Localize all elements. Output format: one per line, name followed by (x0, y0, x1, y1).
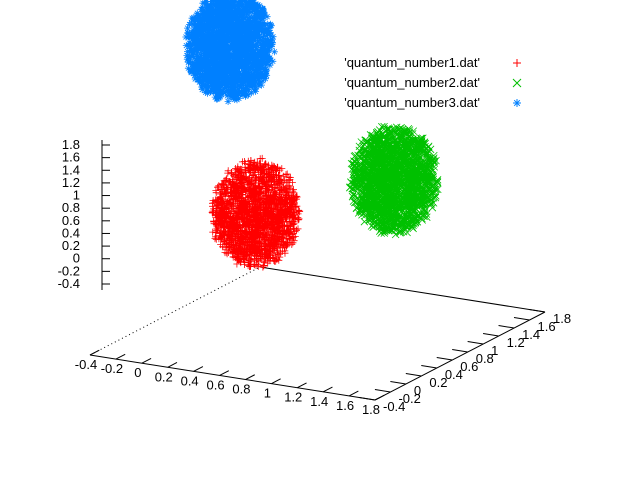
z-tick-label: -0.2 (58, 263, 80, 278)
x-tick (374, 394, 385, 401)
x-tick (271, 378, 281, 385)
y-tick (405, 373, 422, 377)
x-tick-label: 1.8 (362, 402, 380, 417)
y-tick (483, 333, 499, 337)
legend-marker (513, 59, 521, 67)
x-tick (219, 370, 230, 376)
x-tick-label: 0.2 (155, 369, 173, 384)
y-axis-line (374, 311, 546, 401)
y-tick (436, 357, 453, 361)
x-tick-label: 1 (264, 386, 271, 401)
x-tick-label: -0.4 (75, 357, 97, 372)
y-tick-label: 0 (414, 383, 421, 398)
z-tick-label: 1.2 (62, 175, 80, 190)
legend-marker (513, 99, 521, 107)
z-tick-label: 1 (73, 188, 80, 203)
legend-label: 'quantum_number3.dat' (344, 95, 480, 110)
y-tick-label: 0.4 (445, 367, 463, 382)
z-tick-label: 0 (73, 251, 80, 266)
y-tick (467, 341, 484, 345)
y-tick-label: 0.6 (460, 359, 478, 374)
x-tick-label: 1.6 (336, 398, 354, 413)
legend-label: 'quantum_number2.dat' (344, 75, 480, 90)
y-tick-label: 0.8 (476, 351, 494, 366)
y-tick-label: 1.8 (553, 311, 571, 326)
series-2-points (346, 122, 442, 239)
x-tick (322, 386, 333, 393)
z-tick-label: -0.4 (58, 276, 80, 291)
y-tick-label: -0.2 (398, 391, 420, 406)
legend: 'quantum_number1.dat' 'quantum_number2.da… (344, 55, 522, 110)
y-tick (421, 365, 437, 369)
z-tick-label: 1.6 (62, 150, 80, 165)
y-tick (529, 309, 546, 313)
x-tick (115, 353, 126, 360)
x-tick (245, 374, 255, 380)
back-base-edge (89, 266, 261, 356)
z-tick-label: 1.8 (62, 137, 80, 152)
y-tick-label: 1.6 (538, 319, 556, 334)
x-tick-label: 0.6 (207, 377, 225, 392)
x-tick-label: 1.4 (310, 394, 328, 409)
z-tick-label: 0.2 (62, 238, 80, 253)
x-tick-label: 0.8 (232, 382, 250, 397)
x-tick (89, 349, 100, 356)
x-tick (297, 382, 307, 389)
y-tick (359, 397, 376, 401)
y-tick-label: 1 (491, 343, 498, 358)
series-1-points (208, 154, 304, 271)
x-tick (193, 366, 204, 372)
x-tick (167, 362, 178, 368)
z-tick-label: 1.4 (62, 162, 80, 177)
x-tick (141, 357, 152, 364)
y-tick (513, 317, 530, 321)
legend-label: 'quantum_number1.dat' (344, 55, 480, 70)
x-tick-label: -0.2 (101, 361, 123, 376)
y-tick-label: 0.2 (429, 375, 447, 390)
x-tick-label: 0.4 (181, 373, 199, 388)
y-tick (390, 381, 406, 385)
series-2 (346, 122, 442, 239)
y-tick (374, 389, 391, 393)
x-axis-line (89, 354, 376, 401)
axes: -0.4-0.200.20.40.60.811.21.41.61.8-0.4 -0… (58, 137, 571, 417)
x-tick-label: 0 (134, 365, 141, 380)
data-series-layer (182, 0, 442, 271)
y-tick-label: 1.2 (507, 335, 525, 350)
legend-marker (512, 78, 522, 88)
y-tick-label: 1.4 (522, 327, 540, 342)
x-tick-label: 1.2 (284, 390, 302, 405)
y-tick (452, 349, 468, 353)
series-3 (182, 0, 278, 105)
back-base-edge (259, 266, 546, 313)
y-tick (498, 325, 515, 329)
z-tick-label: 0.8 (62, 200, 80, 215)
y-tick-label: -0.4 (383, 399, 405, 414)
series-1 (208, 154, 304, 271)
series-3-points (182, 0, 278, 105)
z-tick-label: 0.4 (62, 225, 80, 240)
z-tick-label: 0.6 (62, 213, 80, 228)
x-tick (348, 390, 359, 397)
